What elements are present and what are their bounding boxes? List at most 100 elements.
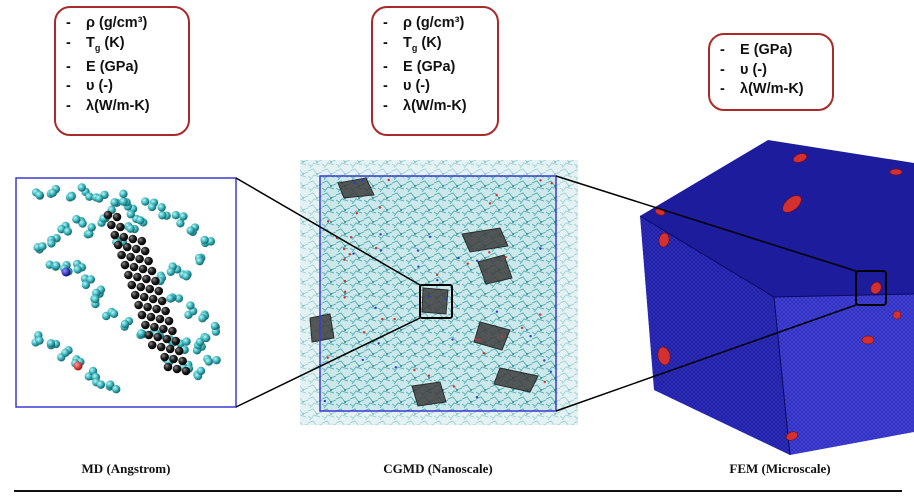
polymer-bead xyxy=(182,272,191,281)
fem-zoom-box xyxy=(855,270,887,306)
filler-bead xyxy=(160,352,169,362)
polymer-bead xyxy=(158,211,167,220)
inclusion xyxy=(782,195,802,213)
filler-bead xyxy=(178,356,187,366)
graphene-flake xyxy=(411,381,447,407)
cg-particle xyxy=(343,290,347,294)
cg-particle xyxy=(343,258,346,261)
polymer-bead xyxy=(106,380,115,389)
cg-particle xyxy=(444,298,447,301)
filler-bead xyxy=(159,324,168,334)
cgmd-particles xyxy=(323,178,553,403)
polymer-bead xyxy=(87,223,96,232)
polymer-bead xyxy=(85,192,94,201)
polymer-bead xyxy=(35,336,44,345)
bottom-rule xyxy=(14,490,902,492)
cg-particle xyxy=(543,380,546,384)
polymer-bead xyxy=(174,294,184,303)
cg-particle xyxy=(500,335,504,338)
filler-bead xyxy=(147,340,157,350)
polymer-bead xyxy=(204,357,214,366)
filler-bead xyxy=(127,280,137,290)
cgmd-filler-flakes xyxy=(309,177,539,407)
filler-bead xyxy=(129,262,139,272)
zoom-line-md-top xyxy=(235,177,421,286)
graphene-flake xyxy=(477,254,513,285)
polymer-bead xyxy=(186,301,195,310)
polymer-bead xyxy=(166,267,175,277)
graphene-flake xyxy=(473,321,511,351)
cgmd-prop-poisson: -υ (-) xyxy=(383,78,430,95)
graphene-flake xyxy=(493,367,539,393)
md-prop-modulus: -E (GPa) xyxy=(66,58,139,75)
filler-bead xyxy=(116,222,125,232)
cgmd-prop-tg: - Tg (K) xyxy=(383,34,442,53)
polymer-bead xyxy=(94,194,104,203)
zoom-line-fem-bottom xyxy=(555,304,857,412)
cg-particle xyxy=(427,374,431,377)
filler-bead xyxy=(131,244,141,254)
cg-particle xyxy=(520,326,524,330)
fem-cube-edge-vertical xyxy=(773,296,791,456)
polymer-bead xyxy=(85,229,94,239)
zoom-line-fem-top xyxy=(555,175,857,272)
filler-bead xyxy=(140,246,150,256)
polymer-bead xyxy=(200,235,209,245)
filler-bead xyxy=(124,270,133,280)
inclusion xyxy=(861,335,875,345)
md-property-box: -ρ (g/cm³) - Tg (K) -E (GPa) -υ (-) - λ(W/… xyxy=(54,6,190,136)
cg-particle xyxy=(427,295,431,298)
cg-particle xyxy=(352,252,355,255)
polymer-bead xyxy=(73,265,82,274)
cg-particle xyxy=(353,181,356,185)
filler-bead xyxy=(161,306,170,316)
md-molecule xyxy=(31,183,221,394)
filler-bead xyxy=(119,232,129,242)
filler-bead xyxy=(128,234,138,244)
polymer-bead xyxy=(52,261,61,270)
filler-bead xyxy=(107,220,116,230)
cg-particle xyxy=(343,296,346,299)
cgmd-prop-density: -ρ (g/cm³) xyxy=(383,15,465,31)
polymer-bead xyxy=(110,198,119,207)
md-prop-poisson: -υ (-) xyxy=(66,78,113,95)
polymer-bead xyxy=(78,219,87,228)
polymer-bead xyxy=(195,256,204,266)
graphene-flake xyxy=(461,227,509,253)
md-panel xyxy=(15,177,237,408)
cg-particle xyxy=(374,246,378,250)
cg-particle xyxy=(342,247,346,251)
filler-bead xyxy=(138,264,148,274)
inclusion xyxy=(889,168,903,176)
cg-particle xyxy=(435,273,439,276)
inclusion xyxy=(892,310,902,320)
cgmd-zoom-box xyxy=(419,284,453,319)
cg-particle xyxy=(377,342,380,345)
polymer-bead xyxy=(91,295,100,304)
polymer-bead xyxy=(136,216,145,225)
polymer-bead xyxy=(198,314,207,323)
cg-particle xyxy=(488,251,491,254)
cg-particle xyxy=(326,356,330,359)
polymer-bead xyxy=(212,355,221,365)
polymer-bead xyxy=(126,210,135,219)
polymer-bead xyxy=(171,211,181,220)
graphene-flake xyxy=(421,287,449,315)
filler-bead xyxy=(181,366,191,376)
polymer-bead xyxy=(57,224,66,234)
caption-fem: FEM (Microscale) xyxy=(729,461,831,476)
polymer-bead xyxy=(210,321,220,331)
cg-particle xyxy=(539,247,542,250)
polymer-bead xyxy=(67,192,76,201)
fem-prop-conductivity: - λ(W/m-K) xyxy=(720,81,804,97)
cg-particle xyxy=(343,279,347,283)
cg-particle xyxy=(549,370,553,373)
cg-particle xyxy=(474,338,477,341)
polymer-bead xyxy=(147,202,157,212)
filler-bead xyxy=(153,332,163,342)
cg-particle xyxy=(543,359,546,362)
md-prop-tg: - Tg (K) xyxy=(66,34,125,53)
cg-particle xyxy=(393,317,396,321)
filler-bead xyxy=(142,274,151,284)
